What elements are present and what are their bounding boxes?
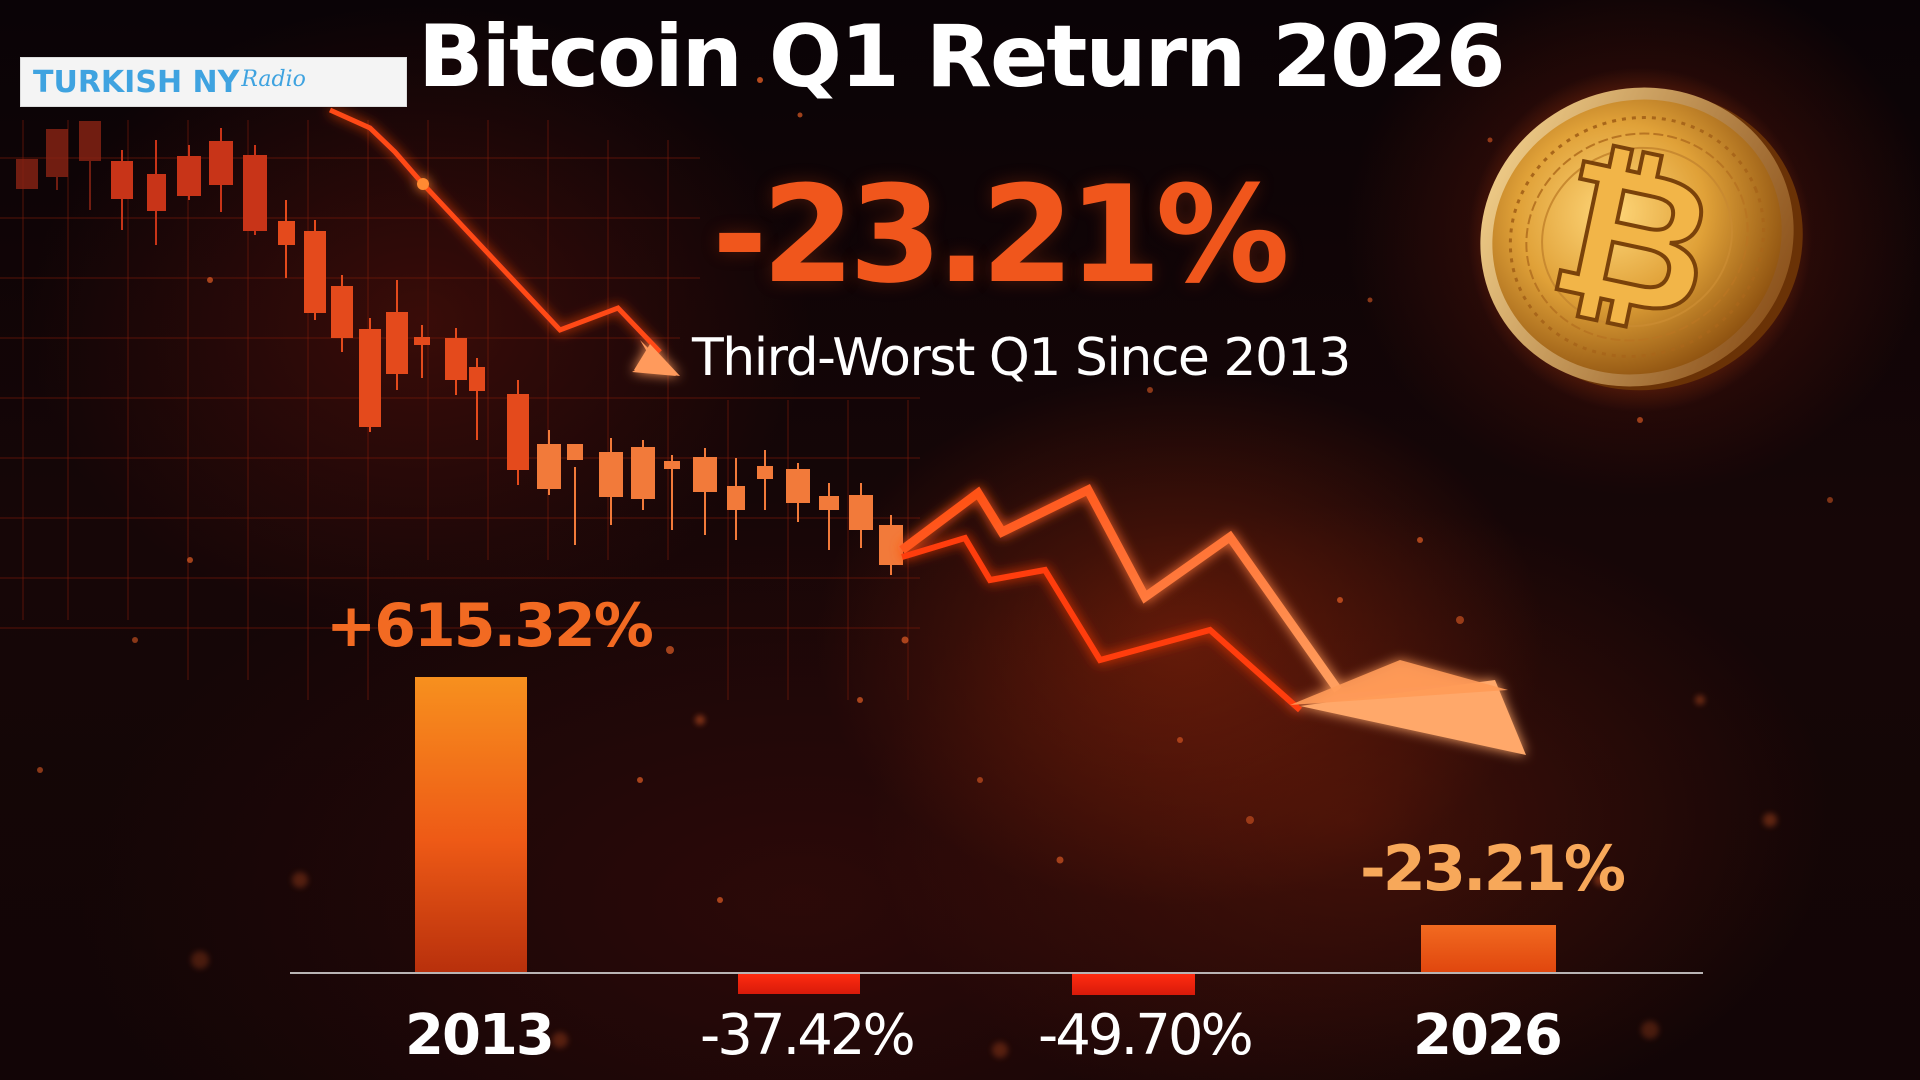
candlesticks [16, 121, 903, 575]
bar-value-label-2026: -23.21% [1360, 832, 1626, 905]
ember-particles [37, 77, 1833, 1058]
logo-wordmark: TURKISH NY [33, 64, 240, 100]
lower-trend-arrow [899, 484, 1526, 755]
bar-2013 [415, 677, 527, 973]
axis-label-negative-37: -37.42% [700, 1003, 916, 1068]
upper-trend-arrow [328, 107, 680, 376]
bar-negative-37 [738, 974, 860, 994]
x-axis-line [290, 972, 1703, 974]
bitcoin-coin-icon: ₿ [1468, 68, 1812, 412]
headline-return-value: -23.21% [712, 157, 1290, 313]
axis-label-negative-49: -49.70% [1038, 1003, 1254, 1068]
bar-2026 [1421, 925, 1556, 973]
bar-negative-49 [1072, 974, 1195, 995]
subheadline: Third-Worst Q1 Since 2013 [692, 328, 1351, 388]
axis-label-2026: 2026 [1413, 1003, 1563, 1068]
axis-label-2013: 2013 [405, 1003, 555, 1068]
grid-lines [0, 120, 920, 700]
turkish-ny-radio-logo: TURKISH NY Radio [20, 57, 407, 107]
page-title: Bitcoin Q1 Return 2026 [418, 7, 1506, 107]
bar-value-label-2013: +615.32% [326, 591, 654, 661]
logo-script: Radio [241, 66, 306, 92]
